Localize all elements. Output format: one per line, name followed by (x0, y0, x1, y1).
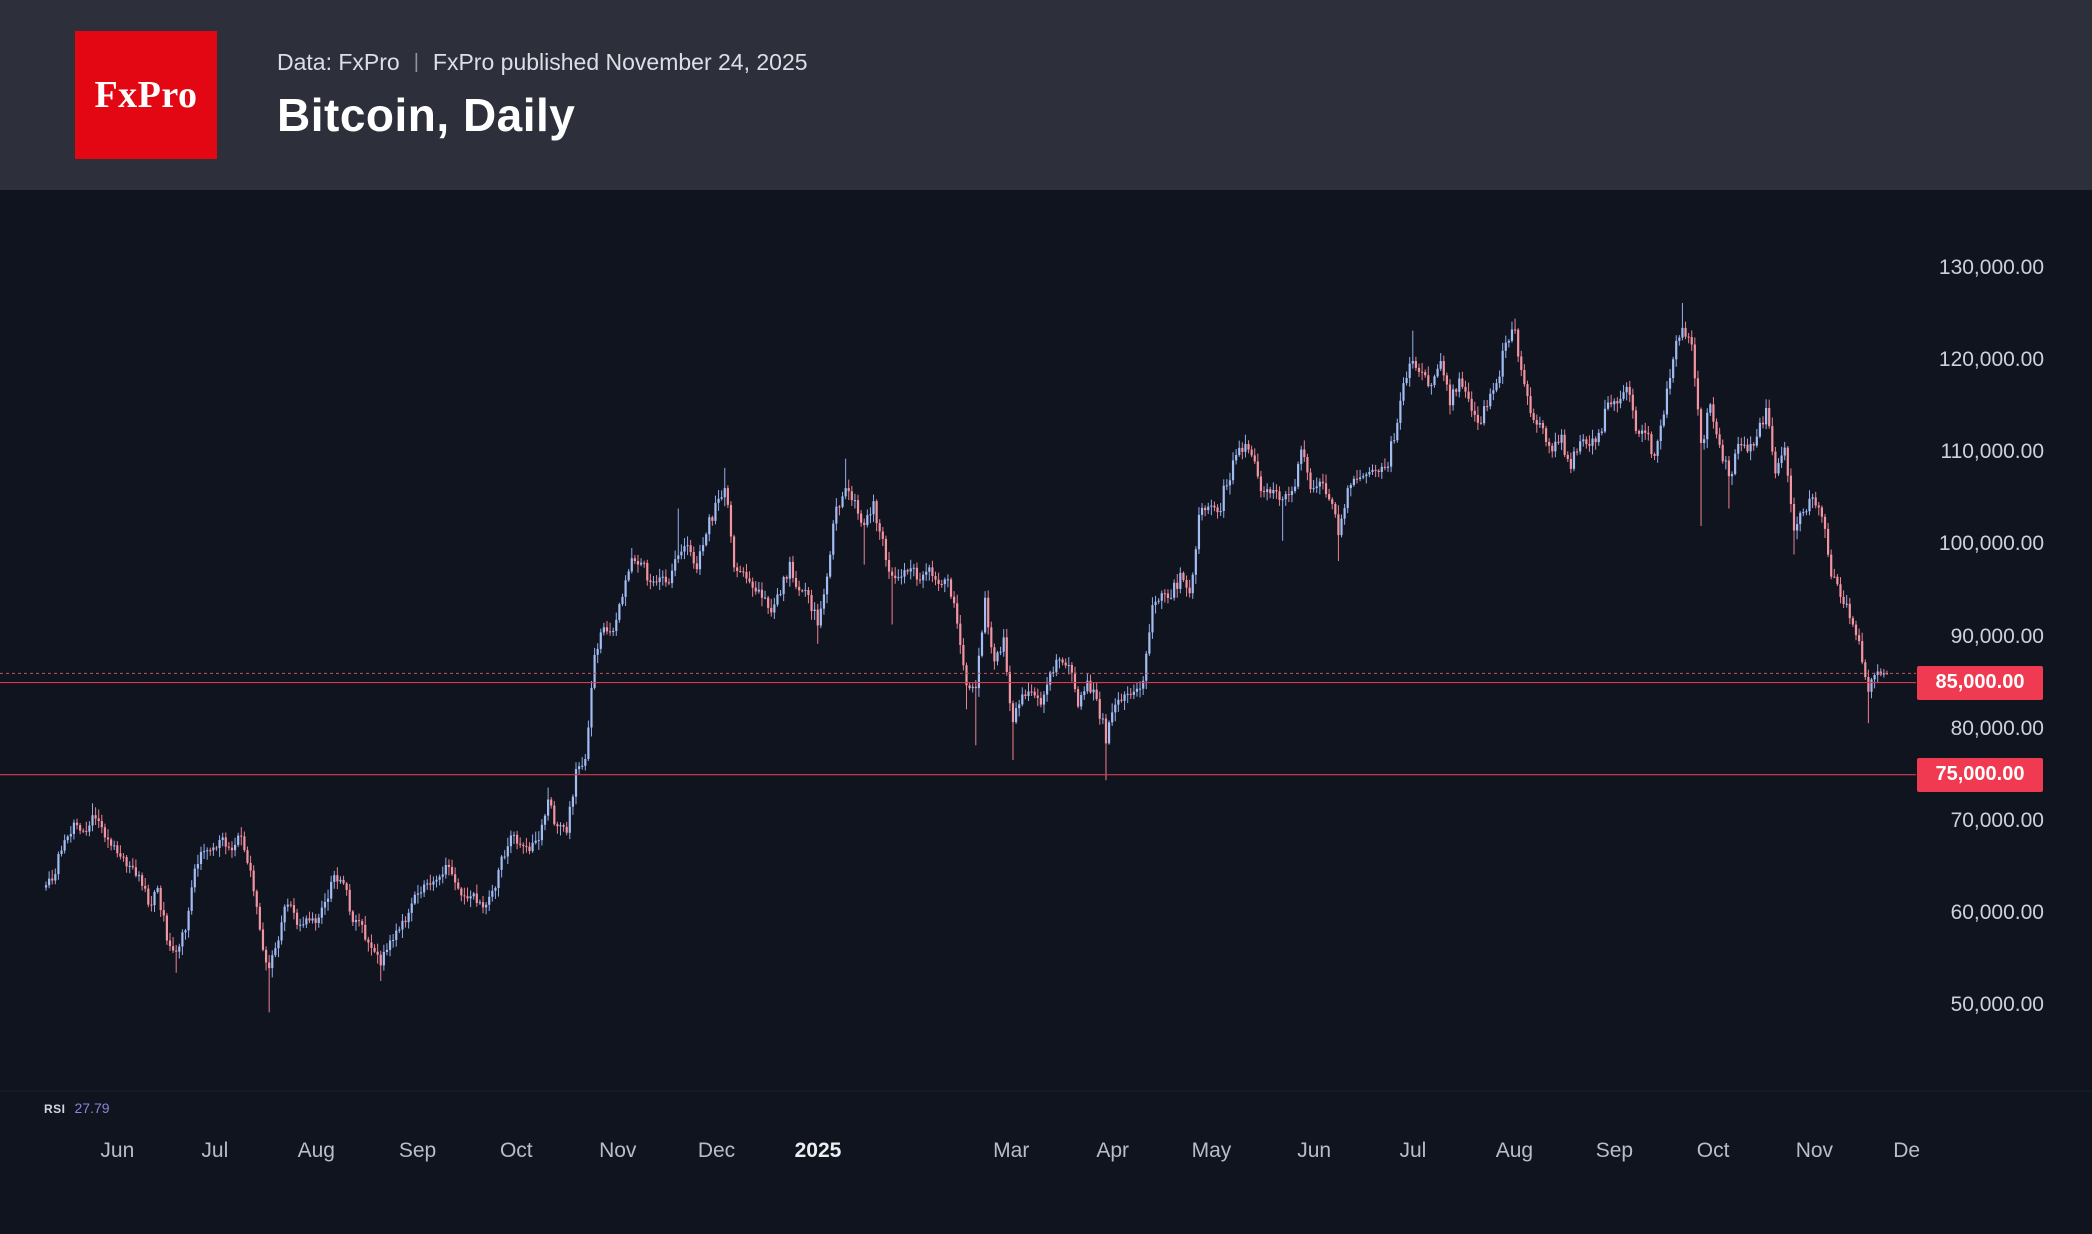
rsi-label: RSI (44, 1102, 66, 1116)
publish-info: Data: FxPro | FxPro published November 2… (277, 49, 808, 76)
candles-layer (44, 303, 1889, 1013)
rsi-value: 27.79 (74, 1100, 110, 1116)
header-text: Data: FxPro | FxPro published November 2… (277, 49, 808, 142)
rsi-indicator: RSI 27.79 (44, 1100, 110, 1116)
separator: | (413, 50, 419, 73)
level-lines-layer (0, 672, 1916, 776)
fxpro-logo: FxPro (75, 31, 217, 159)
fxpro-logo-text: FxPro (94, 74, 198, 116)
data-source-label: Data: FxPro (277, 48, 400, 75)
published-date-label: FxPro published November 24, 2025 (432, 48, 808, 75)
header: FxPro Data: FxPro | FxPro published Nove… (0, 0, 2092, 190)
chart-title: Bitcoin, Daily (277, 88, 576, 141)
